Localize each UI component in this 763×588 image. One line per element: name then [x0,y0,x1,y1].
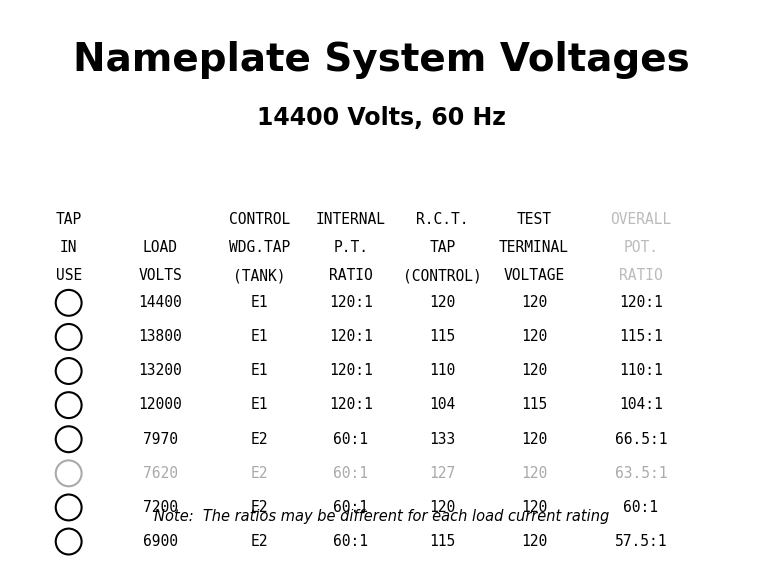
Text: 120:1: 120:1 [329,363,373,379]
Text: 7200: 7200 [143,500,178,515]
Text: OVERALL: OVERALL [610,212,671,227]
Text: (CONTROL): (CONTROL) [403,268,482,283]
Text: 120:1: 120:1 [329,329,373,345]
Text: 120: 120 [430,500,456,515]
Text: E2: E2 [251,500,268,515]
Text: 120: 120 [521,466,547,481]
Text: 63.5:1: 63.5:1 [615,466,667,481]
Text: VOLTS: VOLTS [138,268,182,283]
Text: RATIO: RATIO [329,268,373,283]
Text: INTERNAL: INTERNAL [316,212,386,227]
Text: (TANK): (TANK) [233,268,285,283]
Text: 120:1: 120:1 [329,295,373,310]
Text: 110: 110 [430,363,456,379]
Text: 60:1: 60:1 [623,500,658,515]
Text: 120:1: 120:1 [619,295,663,310]
Text: 104: 104 [430,397,456,413]
Text: 120: 120 [521,432,547,447]
Text: POT.: POT. [623,240,658,255]
Text: E1: E1 [251,363,268,379]
Text: 6900: 6900 [143,534,178,549]
Text: 120: 120 [430,295,456,310]
Text: 60:1: 60:1 [333,500,369,515]
Text: 127: 127 [430,466,456,481]
Text: E2: E2 [251,432,268,447]
Text: E2: E2 [251,534,268,549]
Text: 14400 Volts, 60 Hz: 14400 Volts, 60 Hz [257,106,506,130]
Text: RATIO: RATIO [619,268,663,283]
Text: TAP: TAP [56,212,82,227]
Text: TERMINAL: TERMINAL [499,240,569,255]
Text: 115: 115 [521,397,547,413]
Text: 115: 115 [430,329,456,345]
Text: 60:1: 60:1 [333,466,369,481]
Text: 13200: 13200 [138,363,182,379]
Text: VOLTAGE: VOLTAGE [504,268,565,283]
Text: 12000: 12000 [138,397,182,413]
Text: 7620: 7620 [143,466,178,481]
Text: IN: IN [60,240,77,255]
Text: 7970: 7970 [143,432,178,447]
Text: 13800: 13800 [138,329,182,345]
Text: CONTROL: CONTROL [229,212,290,227]
Text: Nameplate System Voltages: Nameplate System Voltages [73,41,690,79]
Text: LOAD: LOAD [143,240,178,255]
Text: 110:1: 110:1 [619,363,663,379]
Text: WDG.TAP: WDG.TAP [229,240,290,255]
Text: 60:1: 60:1 [333,432,369,447]
Text: TAP: TAP [430,240,456,255]
Text: E1: E1 [251,295,268,310]
Text: 133: 133 [430,432,456,447]
Text: 57.5:1: 57.5:1 [615,534,667,549]
Text: USE: USE [56,268,82,283]
Text: 66.5:1: 66.5:1 [615,432,667,447]
Text: 120: 120 [521,534,547,549]
Text: 120: 120 [521,295,547,310]
Text: 115:1: 115:1 [619,329,663,345]
Text: 120:1: 120:1 [329,397,373,413]
Text: 120: 120 [521,500,547,515]
Text: 104:1: 104:1 [619,397,663,413]
Text: 14400: 14400 [138,295,182,310]
Text: E2: E2 [251,466,268,481]
Text: E1: E1 [251,397,268,413]
Text: 120: 120 [521,363,547,379]
Text: 120: 120 [521,329,547,345]
Text: 115: 115 [430,534,456,549]
Text: P.T.: P.T. [333,240,369,255]
Text: TEST: TEST [517,212,552,227]
Text: R.C.T.: R.C.T. [417,212,468,227]
Text: Note:  The ratios may be different for each load current rating: Note: The ratios may be different for ea… [154,509,609,524]
Text: E1: E1 [251,329,268,345]
Text: 60:1: 60:1 [333,534,369,549]
